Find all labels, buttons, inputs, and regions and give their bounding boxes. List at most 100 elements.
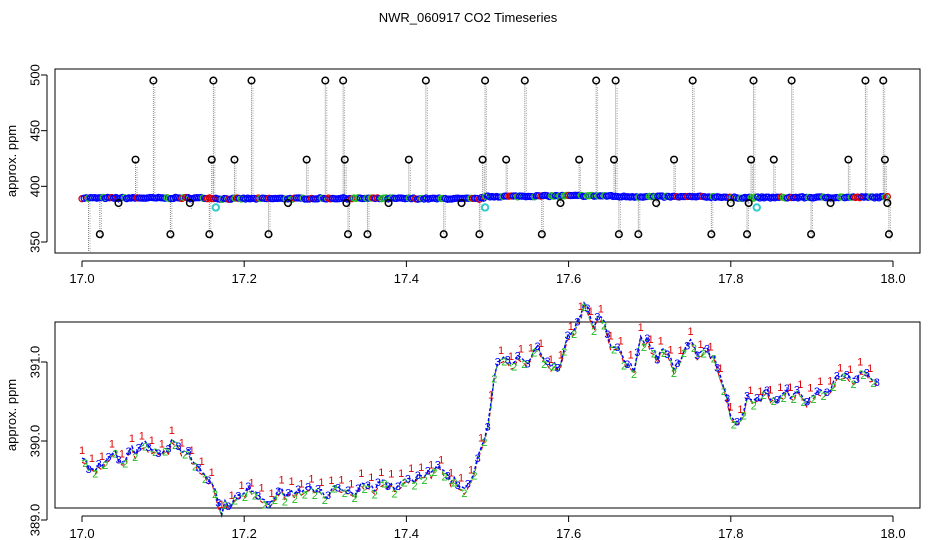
series-marker-2: 2 [521, 359, 527, 371]
series-marker-2: 2 [322, 495, 328, 507]
spike-point-22 [404, 155, 413, 164]
series-marker-1: 1 [219, 499, 225, 511]
top-marks [78, 76, 893, 253]
series-marker-3: 3 [515, 350, 521, 362]
series-marker-1: 1 [239, 480, 245, 492]
series-marker-2: 2 [621, 360, 627, 372]
series-marker-2: 2 [292, 494, 298, 506]
series-marker-3: 3 [844, 369, 850, 381]
series-marker-2: 2 [372, 489, 378, 501]
series-marker-2: 2 [282, 497, 288, 509]
spike-point-38 [634, 230, 643, 239]
series-marker-2: 2 [850, 379, 856, 391]
spike-point-6 [185, 198, 194, 208]
series-marker-3: 3 [295, 484, 301, 496]
series-marker-2: 2 [142, 442, 148, 454]
series-marker-1: 1 [867, 363, 873, 375]
series-marker-3: 3 [305, 482, 311, 494]
series-marker-3: 3 [525, 359, 531, 371]
y-tick-label-390.0: 390.0 [28, 425, 43, 458]
series-marker-1: 1 [149, 435, 155, 447]
top-axes: 17.0 17.2 17.4 17.6 17.8 18.0 350 400 450 500 [28, 64, 906, 286]
series-marker-3: 3 [86, 464, 92, 476]
series-marker-3: 3 [684, 341, 690, 353]
series-marker-2: 2 [192, 462, 198, 474]
bottom-y-axis-label: approx. ppm [4, 379, 19, 451]
series-marker-2: 2 [611, 345, 617, 357]
y-tick-label-450: 450 [28, 120, 43, 142]
series-marker-1: 1 [209, 467, 215, 479]
series-marker-3: 3 [275, 486, 281, 498]
series-marker-1: 1 [787, 382, 793, 394]
figure-title: NWR_060917 CO2 Timeseries [379, 10, 558, 25]
series-marker-3: 3 [814, 386, 820, 398]
series-marker-1: 1 [388, 468, 394, 480]
series-marker-1: 1 [518, 344, 524, 356]
top-plot-frame [54, 68, 921, 254]
series-marker-3: 3 [445, 471, 451, 483]
series-marker-1: 1 [99, 451, 105, 463]
spike-point-31 [537, 230, 546, 239]
series-marker-1: 1 [857, 357, 863, 369]
series-marker-1: 1 [328, 475, 334, 487]
series-marker-1: 1 [727, 401, 733, 413]
spike-point-39 [652, 198, 661, 208]
y-tick-label-391.0: 391.0 [28, 346, 43, 379]
cyan-point-1 [480, 203, 490, 212]
series-marker-2: 2 [860, 370, 866, 382]
spike-point-18 [342, 198, 351, 208]
series-marker-3: 3 [535, 341, 541, 353]
spike-point-48 [769, 155, 778, 164]
spike-point-56 [883, 198, 892, 208]
series-marker-2: 2 [112, 449, 118, 461]
series-marker-1: 1 [687, 326, 693, 338]
top-panel: approx. ppm 17.0 17.2 17.4 17.6 17.8 18.0 350 4… [4, 64, 921, 286]
spike-point-13 [283, 198, 293, 208]
series-marker-2: 2 [152, 447, 158, 459]
series-marker-1: 1 [628, 350, 634, 362]
spike-point-16 [339, 76, 348, 85]
series-marker-2: 2 [332, 483, 338, 495]
series-marker-3: 3 [674, 358, 680, 370]
y-tick-label-389.0: 389.0 [28, 504, 43, 537]
series-marker-3: 3 [165, 444, 171, 456]
series-marker-2: 2 [821, 391, 827, 403]
spike-point-25 [457, 198, 466, 208]
spike-point-37 [614, 230, 623, 239]
series-marker-2: 2 [202, 474, 208, 486]
series-marker-1: 1 [308, 473, 314, 485]
series-marker-1: 1 [408, 463, 414, 475]
series-marker-2: 2 [601, 320, 607, 332]
series-marker-3: 3 [495, 356, 501, 368]
series-marker-3: 3 [355, 483, 361, 495]
x-tick-label-17.0: 17.0 [69, 526, 94, 540]
series-marker-2: 2 [312, 490, 318, 502]
series-marker-3: 3 [564, 330, 570, 342]
series-marker-3: 3 [604, 329, 610, 341]
series-marker-3: 3 [96, 458, 102, 470]
series-marker-1: 1 [159, 438, 165, 450]
spike-point-5 [166, 230, 175, 239]
series-marker-1: 1 [697, 339, 703, 351]
series-marker-3: 3 [594, 311, 600, 323]
series-marker-1: 1 [817, 376, 823, 388]
spike-point-19 [343, 230, 353, 239]
series-marker-2: 2 [651, 348, 657, 360]
series-marker-2: 2 [541, 359, 547, 371]
cyan-point-0 [211, 203, 221, 212]
series-marker-3: 3 [365, 480, 371, 492]
series-marker-3: 3 [584, 303, 590, 315]
series-marker-3: 3 [255, 490, 261, 502]
spike-point-21 [384, 198, 393, 208]
series-marker-1: 1 [89, 453, 95, 465]
spike-point-10 [230, 155, 239, 164]
series-marker-3: 3 [125, 446, 131, 458]
series-marker-2: 2 [671, 368, 677, 380]
series-marker-3: 3 [335, 482, 341, 494]
series-marker-2: 2 [92, 468, 98, 480]
series-marker-3: 3 [804, 397, 810, 409]
series-marker-3: 3 [385, 481, 391, 493]
series-marker-2: 2 [681, 348, 687, 360]
series-marker-1: 1 [169, 425, 175, 437]
